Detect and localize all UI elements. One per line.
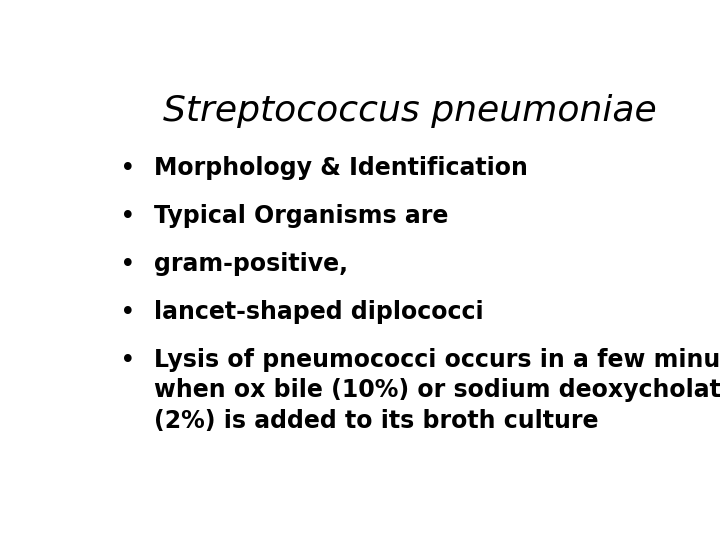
Text: •: • — [120, 252, 136, 278]
Text: gram-positive,: gram-positive, — [154, 252, 348, 276]
Text: •: • — [120, 156, 136, 183]
Text: Streptococcus pneumoniae: Streptococcus pneumoniae — [163, 94, 657, 128]
Text: •: • — [120, 348, 136, 374]
Text: •: • — [120, 300, 136, 326]
Text: Morphology & Identification: Morphology & Identification — [154, 156, 528, 180]
Text: lancet-shaped diplococci: lancet-shaped diplococci — [154, 300, 484, 323]
Text: Lysis of pneumococci occurs in a few minutes
when ox bile (10%) or sodium deoxyc: Lysis of pneumococci occurs in a few min… — [154, 348, 720, 433]
Text: Typical Organisms are: Typical Organisms are — [154, 204, 449, 228]
Text: •: • — [120, 204, 136, 230]
